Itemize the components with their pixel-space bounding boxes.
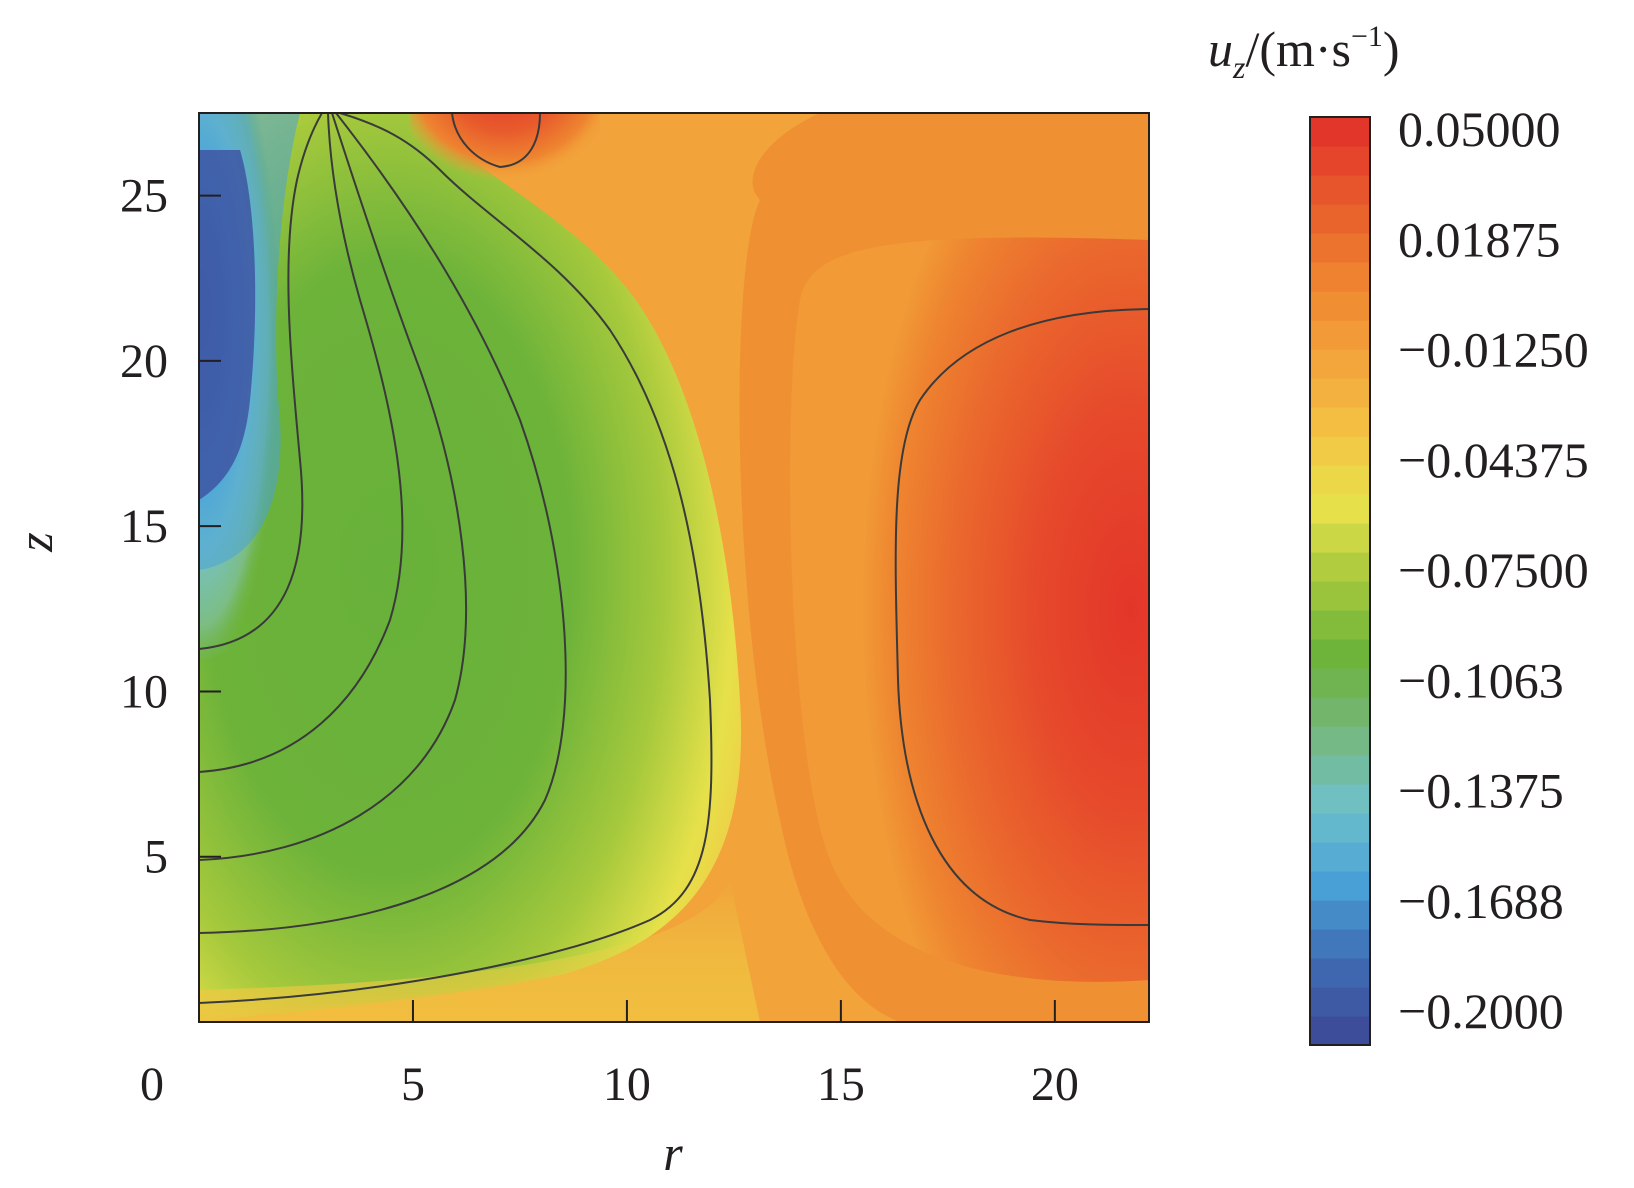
contour-line-3 [199,113,468,861]
y-axis-title: z [7,532,63,552]
colorbar-band-22 [1310,378,1370,408]
colorbar-label-0: 0.05000 [1398,101,1561,157]
colorbar [1310,117,1370,1046]
colorbar-label-5: −0.1063 [1398,652,1564,708]
contour-line-upflow-cell [894,308,1149,926]
colorbar-band-2 [1310,958,1370,988]
colorbar-label-2: −0.01250 [1398,322,1589,378]
x-tick-label-0: 0 [140,1058,164,1111]
colorbar-band-26 [1310,262,1370,292]
colorbar-label-8: −0.2000 [1398,983,1564,1039]
colorbar-band-7 [1310,813,1370,843]
x-tick-label-15: 15 [817,1058,865,1111]
colorbar-frame [1309,116,1371,1046]
colorbar-band-19 [1310,465,1370,495]
colorbar-band-3 [1310,929,1370,959]
contour-lines [199,113,1149,1004]
field-downflow-region [199,113,742,1022]
colorbar-band-12 [1310,668,1370,698]
y-tick-label-15: 15 [120,500,168,553]
colorbar-band-14 [1310,610,1370,640]
colorbar-band-10 [1310,726,1370,756]
colorbar-band-17 [1310,523,1370,553]
colorbar-label-1: 0.01875 [1398,211,1561,267]
colorbar-band-20 [1310,436,1370,466]
contour-line-4 [199,113,567,934]
y-tick-label-20: 20 [120,335,168,388]
colorbar-band-24 [1310,320,1370,350]
colorbar-title: uz/(m·s−1) [1208,20,1400,85]
colorbar-band-1 [1310,987,1370,1017]
colorbar-label-6: −0.1375 [1398,763,1564,819]
x-tick-label-5: 5 [401,1058,425,1111]
plot-frame [198,112,1150,1023]
colorbar-band-16 [1310,552,1370,582]
contour-line-5 [199,113,713,1004]
colorbar-band-28 [1310,204,1370,234]
colorbar-band-5 [1310,871,1370,901]
field-upflow-cell [790,237,1149,982]
colorbar-band-21 [1310,407,1370,437]
x-axis-title: r [663,1125,683,1181]
colorbar-band-29 [1310,175,1370,205]
colorbar-band-0 [1310,1016,1370,1046]
colorbar-label-7: −0.1688 [1398,873,1564,929]
contour-field [199,113,1149,1022]
colorbar-band-13 [1310,639,1370,669]
colorbar-band-8 [1310,784,1370,814]
colorbar-band-25 [1310,291,1370,321]
colorbar-band-15 [1310,581,1370,611]
contour-line-top-spot [451,113,541,169]
y-tick-label-10: 10 [120,665,168,718]
colorbar-band-31 [1310,117,1370,147]
field-bottom-skirt [199,880,760,1022]
colorbar-band-23 [1310,349,1370,379]
axes: 0 5 10 15 20 5 10 15 20 25 r z [7,170,1079,1181]
colorbar-band-18 [1310,494,1370,524]
colorbar-labels: 0.05000 0.01875 −0.01250 −0.04375 −0.07500 −0… [1398,101,1589,1039]
contour-line-2 [199,113,404,773]
x-tick-label-20: 20 [1031,1058,1079,1111]
field-axis-deep [199,150,256,500]
colorbar-label-3: −0.04375 [1398,432,1589,488]
colorbar-band-9 [1310,755,1370,785]
field-top-spot [410,113,600,207]
x-tick-label-10: 10 [603,1058,651,1111]
y-tick-label-5: 5 [144,831,168,884]
colorbar-band-30 [1310,146,1370,176]
contour-line-1 [199,113,323,650]
colorbar-band-11 [1310,697,1370,727]
colorbar-band-27 [1310,233,1370,263]
colorbar-band-4 [1310,900,1370,930]
colorbar-label-4: −0.07500 [1398,542,1589,598]
colorbar-band-6 [1310,842,1370,872]
y-tick-label-25: 25 [120,170,168,223]
